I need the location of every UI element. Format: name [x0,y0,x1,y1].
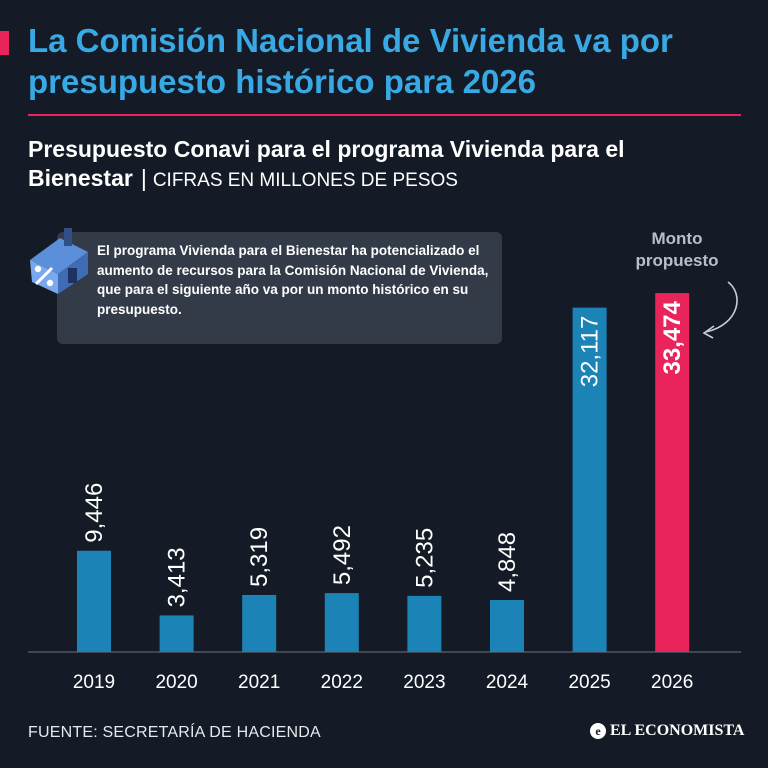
x-tick-2024: 2024 [486,672,529,693]
title-accent-bar [0,31,9,55]
title-divider [28,114,741,116]
bar-2025 [572,307,607,652]
x-tick-2020: 2020 [155,672,197,693]
x-tick-2021: 2021 [238,672,280,693]
value-label-2026: 33,474 [659,300,686,374]
subtitle-main: Presupuesto Conavi para el programa Vivi… [28,136,625,191]
value-label-2021: 5,319 [246,527,273,587]
x-tick-2019: 2019 [73,672,115,693]
bar-2021 [242,594,277,652]
value-label-2022: 5,492 [329,525,356,585]
x-tick-2026: 2026 [651,672,693,693]
bar-2022 [324,593,359,652]
bar-2019 [77,550,111,652]
value-label-2023: 5,235 [411,528,438,588]
subtitle-separator: | [140,165,147,191]
proposed-amount-annotation: Monto propuesto [635,229,719,270]
bar-2026 [655,293,690,652]
house-percent-icon [30,228,88,294]
note-box [57,232,502,344]
bar-2024 [490,600,524,652]
value-label-2019: 9,446 [81,483,108,543]
x-tick-2023: 2023 [403,672,445,693]
chart-subtitle: Presupuesto Conavi para el programa Vivi… [28,135,748,195]
curved-arrow-icon [702,281,738,339]
x-tick-2025: 2025 [568,672,610,693]
source-note: FUENTE: SECRETARÍA DE HACIENDA [28,724,321,741]
el-economista-logo: e EL ECONOMISTA [590,722,744,740]
value-label-2020: 3,413 [164,547,191,607]
x-tick-2022: 2022 [321,672,363,693]
bar-2020 [159,615,194,652]
value-label-2025: 32,117 [577,316,604,388]
value-label-2024: 4,848 [494,532,521,592]
units-label: CIFRAS EN MILLONES DE PESOS [152,170,458,191]
page-title: La Comisión Nacional de Vivienda va por … [28,22,673,100]
brand-mark-icon: e [590,723,606,739]
brand-name: EL ECONOMISTA [610,722,745,739]
note-text: El programa Vivienda para el Bienestar h… [97,243,489,317]
bar-2023 [407,595,442,652]
